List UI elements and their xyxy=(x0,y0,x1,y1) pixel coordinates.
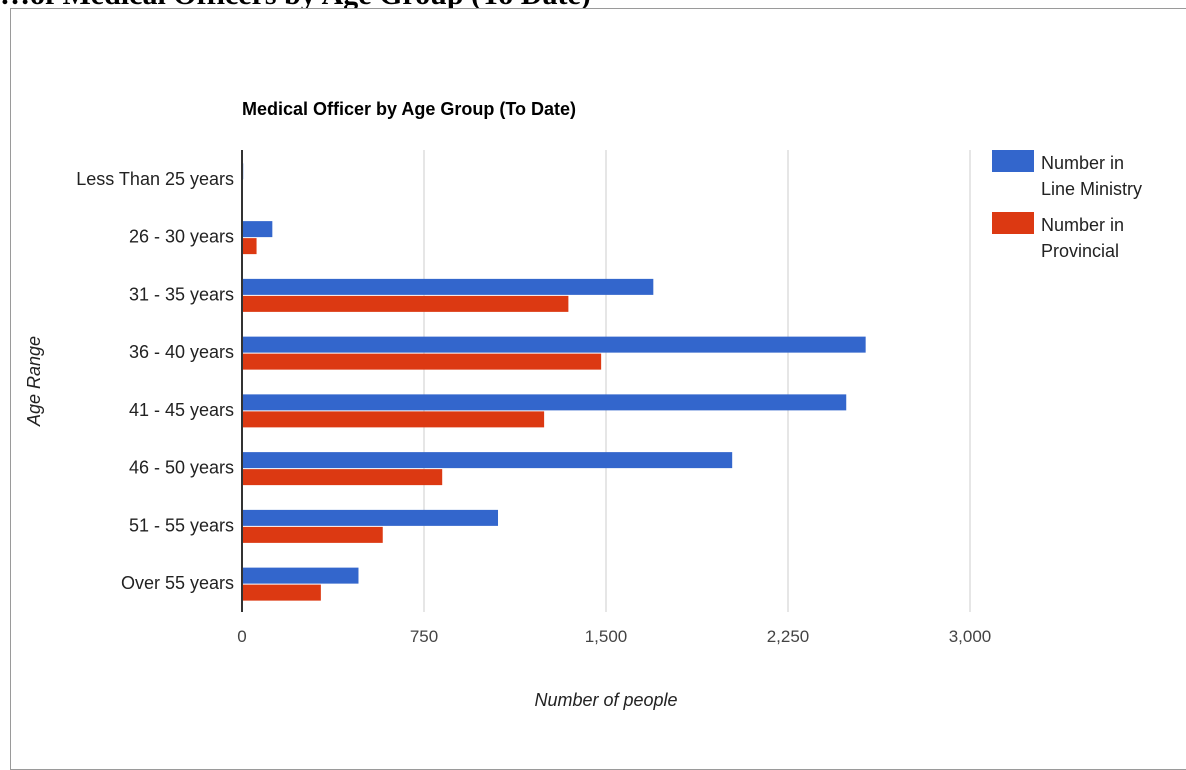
bar-series-2 xyxy=(242,584,321,601)
bar-series-2 xyxy=(242,238,257,255)
bar-series-2 xyxy=(242,469,443,486)
bar-series-1 xyxy=(242,567,359,584)
category-label: 46 - 50 years xyxy=(129,458,234,478)
bar-series-1 xyxy=(242,336,866,353)
y-axis-label: Age Range xyxy=(24,336,44,427)
chart-frame xyxy=(10,8,1186,770)
category-label: Less Than 25 years xyxy=(76,169,234,189)
category-label: 26 - 30 years xyxy=(129,227,234,247)
category-label: 51 - 55 years xyxy=(129,515,234,535)
x-tick-label: 2,250 xyxy=(767,627,810,646)
bar-series-2 xyxy=(242,353,602,370)
document-heading: …of Medical Officers by Age Group (To Da… xyxy=(0,0,1186,12)
bar-series-1 xyxy=(242,394,847,411)
legend-label: Number in Line Ministry xyxy=(1041,153,1142,199)
category-label: Over 55 years xyxy=(121,573,234,593)
legend-swatch xyxy=(992,150,1034,172)
x-axis-label: Number of people xyxy=(534,690,677,710)
chart-title: Medical Officer by Age Group (To Date) xyxy=(242,99,576,119)
category-label: 41 - 45 years xyxy=(129,400,234,420)
bar-series-2 xyxy=(242,526,383,543)
legend-label: Number in Provincial xyxy=(1041,215,1124,261)
legend-swatch xyxy=(992,212,1034,234)
x-tick-label: 0 xyxy=(237,627,246,646)
bar-series-1 xyxy=(242,509,499,526)
bar-series-2 xyxy=(242,411,545,428)
bar-series-1 xyxy=(242,278,654,295)
bars xyxy=(242,163,866,601)
bar-chart: Medical Officer by Age Group (To Date) 0… xyxy=(24,99,1142,710)
bar-series-2 xyxy=(242,295,569,312)
bar-series-1 xyxy=(242,221,273,238)
category-label: 36 - 40 years xyxy=(129,342,234,362)
x-tick-labels: 0 750 1,500 2,250 3,000 xyxy=(237,627,991,646)
category-label: 31 - 35 years xyxy=(129,284,234,304)
gridlines xyxy=(423,150,971,612)
x-tick-label: 750 xyxy=(410,627,438,646)
category-labels: Less Than 25 years 26 - 30 years 31 - 35 y… xyxy=(76,169,234,593)
x-tick-label: 3,000 xyxy=(949,627,992,646)
legend: Number in Line Ministry Number in Provincia… xyxy=(992,150,1142,261)
bar-series-1 xyxy=(242,452,733,469)
x-tick-label: 1,500 xyxy=(585,627,628,646)
